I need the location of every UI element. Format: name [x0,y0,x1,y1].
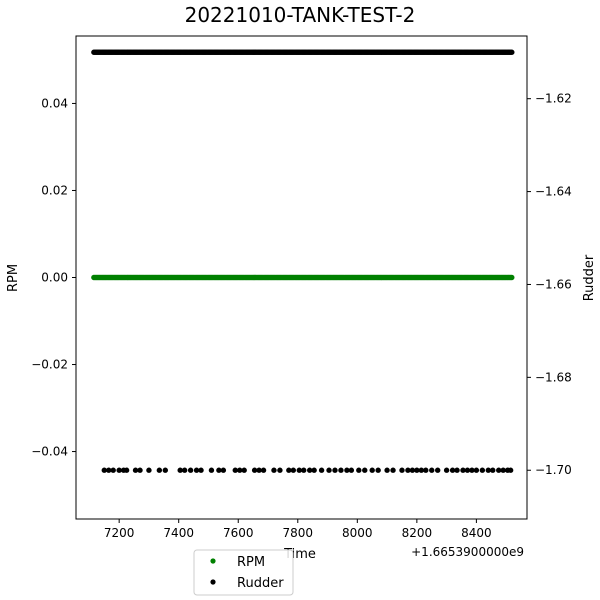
x-tick-label: 8400 [461,526,492,540]
rudder-point [414,467,420,473]
x-tick-label: 7800 [283,526,314,540]
rudder-point [271,467,277,473]
rudder-point [326,467,332,473]
rudder-point [409,467,416,473]
rudder-point [306,467,313,473]
rudder-point [311,467,317,473]
y-right-tick-label: −1.68 [535,370,572,384]
rudder-point [286,467,292,473]
rudder-point [509,49,515,55]
x-axis: 7200 7400 7600 7800 8000 8200 8400 [104,519,492,540]
rudder-point [256,467,262,473]
rudder-point [220,467,227,473]
y-left-tick-label: 0.00 [41,271,68,285]
rudder-point [344,467,350,473]
rudder-point [277,467,283,473]
y-right-tick-label: −1.66 [535,277,572,291]
y-right-tick-label: −1.64 [535,185,572,199]
rudder-point [464,467,471,473]
rudder-point [348,467,355,473]
rudder-point [181,467,188,473]
rudder-point [251,467,258,473]
rudder-point [338,467,344,473]
rudder-point [198,467,204,473]
y-left-tick-label: 0.02 [41,183,68,197]
rudder-point [260,467,267,473]
rudder-point [418,467,425,473]
rudder-point [156,467,163,473]
rudder-point [132,467,139,473]
rudder-point [356,467,362,473]
chart-title: 20221010-TANK-TEST-2 [185,3,416,27]
rudder-point [369,467,375,473]
rudder-point [162,467,169,473]
rudder-point [208,467,215,473]
rudder-point [237,467,243,473]
rudder-point [332,467,338,473]
rudder-point [449,467,456,473]
legend-label-rpm: RPM [237,555,265,570]
rudder-point [232,467,238,473]
x-tick-label: 8200 [402,526,433,540]
rudder-point [490,467,496,473]
rudder-point [106,467,112,473]
x-offset-label: +1.6653900000e9 [411,545,524,559]
y-axis-right: −1.70 −1.68 −1.66 −1.64 −1.62 [527,92,572,477]
rudder-point [362,467,368,473]
x-tick-label: 7200 [104,526,135,540]
rudder-point [187,467,194,473]
legend-marker-rpm [210,558,216,564]
rudder-point [485,467,492,473]
rudder-point [496,467,502,473]
rudder-point [123,467,130,473]
rudder-point [405,467,411,473]
y-axis-left-label: RPM [6,264,21,292]
x-tick-label: 7600 [223,526,254,540]
rudder-point [193,467,200,473]
legend: RPM Rudder [193,549,294,596]
y-axis-left: −0.04 −0.02 0.00 0.02 0.04 [31,96,76,459]
rudder-point [500,467,506,473]
rudder-point [429,467,435,473]
rudder-point [296,467,302,473]
x-tick-label: 8000 [342,526,373,540]
rudder-point [434,467,441,473]
rudder-point [375,467,381,473]
rudder-point [473,467,480,473]
rudder-point [460,467,466,473]
rudder-point [390,467,396,473]
legend-label-rudder: Rudder [237,576,284,591]
rudder-point [384,467,390,473]
rudder-point [110,467,116,473]
rudder-point [137,467,143,473]
x-tick-label: 7400 [163,526,194,540]
legend-marker-rudder [210,579,216,585]
rudder-point [423,467,429,473]
rudder-point [318,467,325,473]
rudder-point [301,467,307,473]
rudder-point [479,467,486,473]
rudder-point [399,467,405,473]
y-right-tick-label: −1.70 [535,463,572,477]
rudder-point [216,467,222,473]
y-left-tick-label: 0.04 [41,96,68,110]
y-axis-right-label: Rudder [582,254,597,301]
rudder-point [116,467,122,473]
rudder-point [146,467,152,473]
rudder-point [443,467,450,473]
y-left-tick-label: −0.02 [31,358,68,372]
rudder-point [469,467,475,473]
y-right-tick-label: −1.62 [535,92,572,106]
rudder-point [101,467,107,473]
rudder-point [177,467,183,473]
y-left-tick-label: −0.04 [31,445,68,459]
rudder-point [241,467,247,473]
legend-frame [193,549,294,596]
plot-points [91,49,515,473]
rpm-point [509,274,515,281]
rudder-point [507,467,514,473]
rudder-point [290,467,297,473]
rudder-point [454,467,460,473]
